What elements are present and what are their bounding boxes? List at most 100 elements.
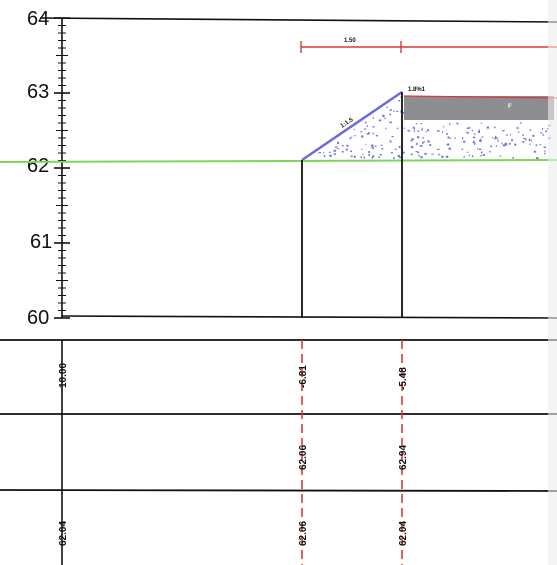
fill-dot bbox=[418, 155, 421, 157]
fill-dot bbox=[362, 153, 364, 156]
fill-dot bbox=[365, 121, 367, 124]
fill-dot bbox=[516, 127, 519, 129]
fill-dot bbox=[530, 139, 532, 142]
fill-dot bbox=[402, 112, 404, 115]
fill-dot bbox=[422, 141, 424, 145]
fill-dot bbox=[495, 137, 498, 139]
fill-dot bbox=[366, 125, 368, 127]
fill-dot bbox=[448, 147, 451, 150]
fill-dot bbox=[524, 138, 527, 141]
fill-dot bbox=[514, 143, 517, 146]
fill-dot bbox=[396, 110, 399, 113]
fill-dot bbox=[360, 131, 363, 133]
fill-dot bbox=[361, 148, 363, 150]
fill-dot bbox=[447, 136, 450, 139]
fill-dot bbox=[474, 133, 476, 136]
fill-dot bbox=[446, 143, 450, 146]
fill-dot bbox=[472, 136, 476, 139]
fill-dot bbox=[490, 145, 492, 148]
fill-dot bbox=[378, 119, 382, 122]
fill-dot bbox=[529, 129, 532, 131]
datum-line bbox=[61, 315, 557, 319]
fill-dot bbox=[468, 154, 470, 156]
fill-dot bbox=[385, 127, 387, 130]
fill-dot bbox=[517, 131, 520, 133]
fill-dot bbox=[494, 126, 496, 129]
fill-dot bbox=[342, 151, 344, 153]
fill-dot bbox=[466, 131, 469, 134]
fill-dot bbox=[368, 151, 371, 153]
fill-dot bbox=[463, 140, 466, 143]
fill-dot bbox=[419, 145, 423, 147]
fill-dot bbox=[411, 138, 414, 141]
fill-dot bbox=[441, 155, 444, 158]
fill-dot bbox=[510, 133, 511, 136]
fill-dot bbox=[511, 139, 513, 142]
fill-dot bbox=[502, 130, 505, 132]
fill-dot bbox=[437, 153, 440, 156]
fill-dot bbox=[329, 154, 332, 157]
fill-dot bbox=[337, 141, 340, 144]
station-3-existing-elevation: 62.04 bbox=[398, 521, 409, 546]
fill-dot bbox=[410, 146, 414, 149]
fill-dot bbox=[402, 111, 405, 113]
fill-dot bbox=[427, 129, 429, 132]
top-frame-line bbox=[39, 17, 557, 23]
fill-dot bbox=[393, 110, 395, 112]
fill-dot bbox=[467, 151, 469, 153]
fill-dot bbox=[398, 100, 401, 102]
station-2-design-elevation: 62.06 bbox=[298, 445, 309, 470]
fill-dot bbox=[353, 128, 356, 130]
elevation-minor-ticks bbox=[54, 17, 70, 319]
fill-dot bbox=[420, 156, 423, 159]
fill-dot bbox=[542, 128, 544, 130]
fill-dot bbox=[429, 144, 432, 146]
fill-dot bbox=[368, 153, 370, 156]
fill-dot bbox=[364, 128, 367, 130]
fill-dot bbox=[417, 130, 420, 132]
fill-dot bbox=[478, 148, 482, 150]
fill-dot bbox=[523, 137, 526, 139]
existing-ground-line bbox=[0, 159, 557, 163]
fill-dot bbox=[535, 144, 538, 146]
fill-dot bbox=[417, 151, 420, 154]
fill-dot bbox=[420, 123, 422, 125]
fill-dot bbox=[394, 148, 397, 150]
tick-label-60: 60 bbox=[27, 307, 49, 329]
fill-dot bbox=[424, 153, 427, 155]
station-1-existing-elevation: 62.04 bbox=[58, 521, 69, 546]
fill-dot bbox=[427, 140, 430, 143]
fill-dot bbox=[402, 151, 405, 154]
fill-dot bbox=[423, 141, 426, 143]
fill-dot bbox=[346, 144, 349, 147]
fill-dot bbox=[400, 110, 402, 113]
fill-dot bbox=[371, 144, 374, 147]
fill-dot bbox=[499, 155, 502, 157]
fill-dot bbox=[437, 130, 440, 132]
fill-dot bbox=[494, 137, 497, 140]
tick-label-61: 61 bbox=[30, 231, 52, 253]
fill-dot bbox=[473, 140, 474, 142]
fill-dot bbox=[415, 151, 418, 153]
fill-dot bbox=[472, 141, 476, 144]
fill-dot bbox=[471, 129, 474, 132]
fill-dot bbox=[420, 129, 423, 131]
fill-dot bbox=[415, 123, 418, 125]
fill-dot bbox=[544, 150, 546, 153]
fill-dot bbox=[415, 142, 418, 145]
fill-dot bbox=[495, 145, 497, 147]
fill-dot bbox=[408, 130, 411, 132]
fill-dot bbox=[389, 140, 392, 143]
fill-dot bbox=[390, 152, 393, 154]
fill-dot bbox=[329, 151, 331, 154]
fill-dot bbox=[407, 129, 409, 131]
fill-dot bbox=[353, 155, 356, 158]
fill-dot bbox=[393, 157, 395, 159]
fill-dot bbox=[366, 133, 370, 135]
fill-dot bbox=[425, 131, 427, 133]
tick-label-64: 64 bbox=[27, 8, 49, 30]
fill-dot bbox=[449, 123, 451, 126]
fill-dot bbox=[350, 150, 353, 153]
fill-dot bbox=[372, 117, 374, 119]
fill-dot bbox=[544, 153, 546, 155]
